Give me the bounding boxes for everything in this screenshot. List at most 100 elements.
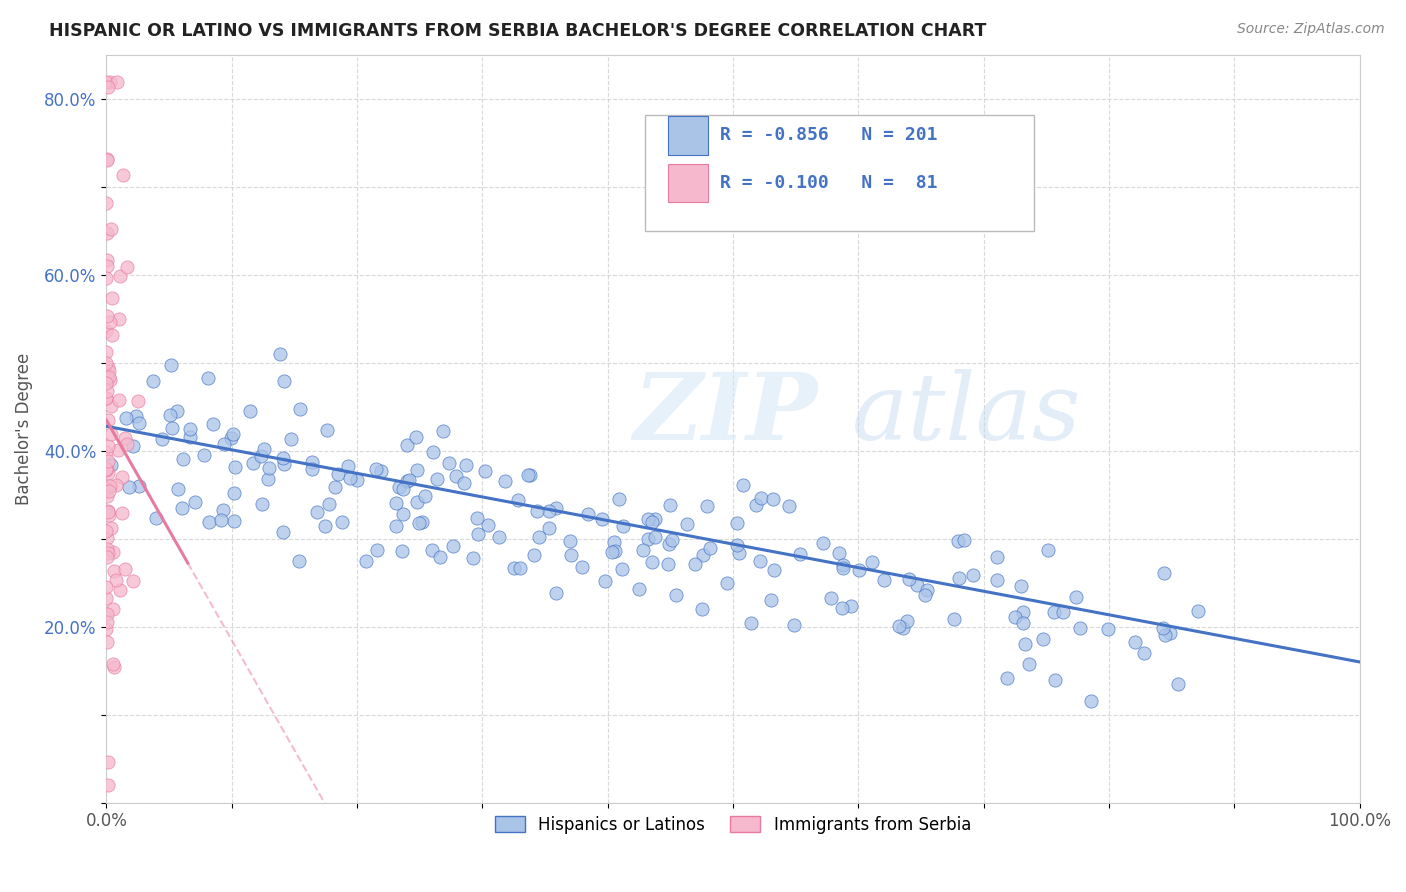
Point — [658, 498, 681, 512]
Point — [474, 464, 496, 478]
Point — [905, 578, 928, 592]
Point — [100, 427, 122, 442]
Point — [488, 530, 510, 544]
Point — [96, 253, 118, 268]
Point — [96, 392, 118, 406]
Point — [1064, 590, 1087, 604]
Point — [96, 489, 118, 503]
Point — [831, 601, 853, 615]
Point — [105, 574, 128, 588]
Point — [873, 574, 896, 588]
Point — [224, 459, 246, 474]
Point — [326, 467, 349, 481]
Point — [96, 376, 118, 391]
Point — [101, 545, 124, 559]
Point — [97, 546, 120, 560]
Point — [1123, 635, 1146, 649]
Point — [96, 356, 118, 370]
Point — [527, 530, 550, 544]
Point — [725, 516, 748, 530]
Point — [96, 524, 118, 539]
Point — [364, 462, 387, 476]
Point — [257, 461, 280, 475]
Point — [1012, 606, 1035, 620]
Point — [848, 564, 870, 578]
Point — [465, 511, 488, 525]
Point — [644, 512, 666, 526]
Point — [395, 438, 418, 452]
Point — [96, 483, 118, 497]
Point — [318, 497, 340, 511]
Point — [391, 483, 413, 497]
Point — [159, 408, 181, 422]
Point — [108, 312, 131, 326]
Point — [96, 531, 118, 545]
Point — [114, 562, 136, 576]
Point — [172, 452, 194, 467]
Point — [1036, 543, 1059, 558]
Point — [953, 533, 976, 548]
Point — [97, 505, 120, 519]
Point — [1187, 604, 1209, 618]
Point — [128, 478, 150, 492]
Point — [744, 498, 766, 512]
Point — [98, 370, 121, 384]
Point — [271, 524, 294, 539]
Point — [406, 495, 429, 509]
Point — [110, 582, 132, 597]
Point — [307, 505, 329, 519]
Point — [96, 74, 118, 88]
Point — [657, 558, 679, 572]
Point — [337, 458, 360, 473]
Point — [727, 546, 749, 560]
Point — [250, 449, 273, 463]
Point — [1152, 621, 1174, 635]
Y-axis label: Bachelor's Degree: Bachelor's Degree — [15, 352, 32, 505]
Point — [100, 291, 122, 305]
Point — [467, 527, 489, 541]
Point — [661, 533, 683, 548]
Point — [398, 473, 420, 487]
Point — [105, 478, 128, 492]
Point — [98, 373, 121, 387]
Point — [167, 482, 190, 496]
Point — [96, 615, 118, 629]
Point — [426, 472, 449, 486]
Point — [432, 424, 454, 438]
Point — [172, 500, 194, 515]
Point — [222, 427, 245, 442]
Point — [108, 269, 131, 284]
Point — [811, 535, 834, 549]
Text: atlas: atlas — [852, 369, 1081, 458]
Point — [96, 607, 118, 621]
Point — [1010, 579, 1032, 593]
Point — [411, 515, 433, 529]
Point — [986, 573, 1008, 587]
Point — [420, 542, 443, 557]
Point — [127, 393, 149, 408]
Point — [696, 499, 718, 513]
Point — [783, 618, 806, 632]
Point — [250, 497, 273, 511]
Point — [96, 153, 118, 167]
Point — [762, 491, 785, 506]
Point — [405, 430, 427, 444]
Point — [96, 359, 118, 374]
Point — [733, 478, 755, 492]
Point — [898, 573, 921, 587]
Point — [96, 622, 118, 636]
Point — [315, 424, 337, 438]
Point — [544, 585, 567, 599]
Point — [330, 516, 353, 530]
Point — [118, 481, 141, 495]
Point — [789, 547, 811, 561]
Point — [242, 456, 264, 470]
Point — [1097, 622, 1119, 636]
Point — [526, 504, 548, 518]
Point — [100, 521, 122, 535]
Point — [128, 416, 150, 430]
Point — [509, 561, 531, 575]
Point — [641, 555, 664, 569]
Point — [100, 478, 122, 492]
Point — [503, 560, 526, 574]
